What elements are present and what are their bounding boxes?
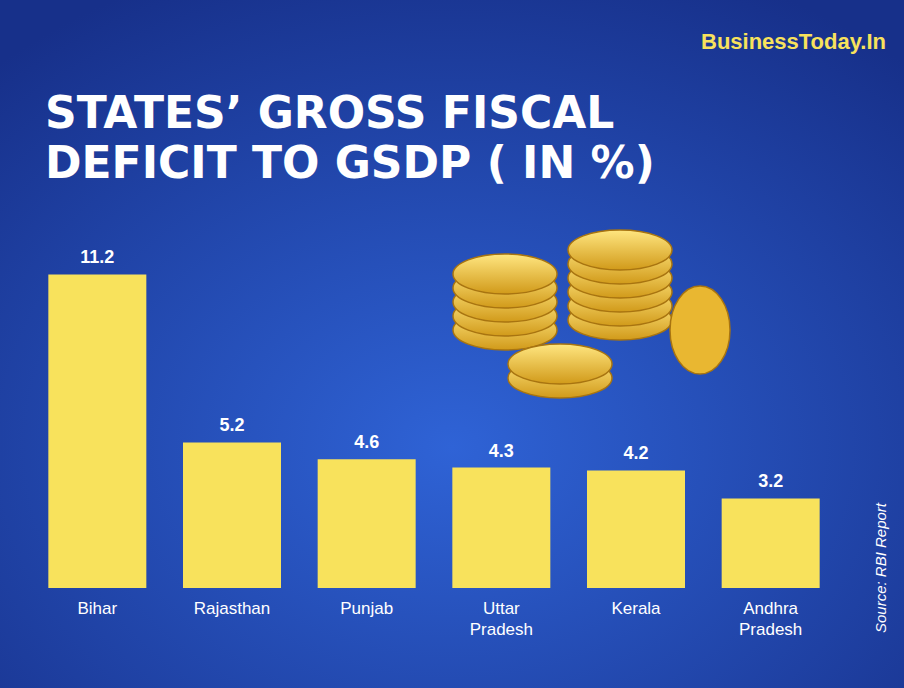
svg-text:3.2: 3.2	[758, 471, 783, 491]
svg-text:BusinessToday.In: BusinessToday.In	[701, 29, 886, 54]
svg-text:STATES’ GROSS FISCAL: STATES’ GROSS FISCAL	[45, 87, 614, 138]
svg-text:DEFICIT TO GSDP ( IN %): DEFICIT TO GSDP ( IN %)	[45, 137, 655, 188]
svg-text:4.6: 4.6	[354, 432, 379, 452]
svg-text:Andhra: Andhra	[743, 599, 798, 618]
svg-text:Kerala: Kerala	[611, 599, 661, 618]
svg-text:Bihar: Bihar	[77, 599, 117, 618]
svg-text:11.2: 11.2	[80, 247, 114, 267]
svg-text:Rajasthan: Rajasthan	[194, 599, 271, 618]
svg-text:Uttar: Uttar	[483, 599, 520, 618]
svg-text:4.3: 4.3	[489, 441, 514, 461]
svg-text:5.2: 5.2	[219, 415, 244, 435]
svg-text:Source: RBI Report: Source: RBI Report	[872, 502, 889, 633]
svg-text:Pradesh: Pradesh	[739, 620, 802, 639]
svg-text:Punjab: Punjab	[340, 599, 393, 618]
svg-text:4.2: 4.2	[623, 443, 648, 463]
svg-text:Pradesh: Pradesh	[470, 620, 533, 639]
